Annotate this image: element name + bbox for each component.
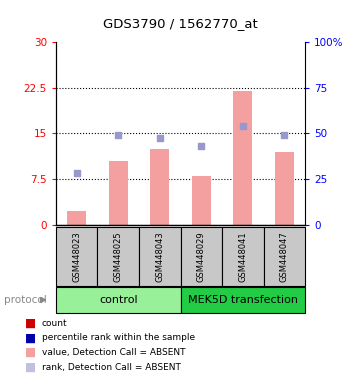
Point: [240, 122, 245, 129]
Bar: [68, 211, 86, 225]
Point: [116, 132, 121, 138]
Bar: [234, 91, 252, 225]
Point: [282, 132, 287, 138]
Bar: [151, 149, 169, 225]
Bar: [56, 227, 97, 286]
Text: ■: ■: [25, 331, 36, 344]
Bar: [56, 287, 180, 313]
Text: GDS3790 / 1562770_at: GDS3790 / 1562770_at: [103, 17, 258, 30]
Bar: [222, 227, 264, 286]
Bar: [109, 161, 127, 225]
Bar: [180, 227, 222, 286]
Bar: [275, 152, 293, 225]
Text: GSM448043: GSM448043: [155, 231, 164, 282]
Text: ■: ■: [25, 317, 36, 330]
Bar: [192, 176, 210, 225]
Text: ■: ■: [25, 346, 36, 359]
Bar: [97, 227, 139, 286]
Text: GSM448023: GSM448023: [72, 231, 81, 282]
Bar: [139, 227, 180, 286]
Text: value, Detection Call = ABSENT: value, Detection Call = ABSENT: [42, 348, 185, 357]
Point: [74, 170, 80, 176]
Point: [199, 142, 204, 149]
Text: rank, Detection Call = ABSENT: rank, Detection Call = ABSENT: [42, 362, 180, 372]
Bar: [264, 227, 305, 286]
Text: GSM448041: GSM448041: [238, 231, 247, 281]
Text: GSM448025: GSM448025: [114, 231, 123, 281]
Text: MEK5D transfection: MEK5D transfection: [188, 295, 298, 305]
Text: percentile rank within the sample: percentile rank within the sample: [42, 333, 195, 343]
Text: ■: ■: [25, 361, 36, 374]
Point: [157, 135, 162, 141]
Text: GSM448029: GSM448029: [197, 231, 206, 281]
Text: protocol: protocol: [4, 295, 46, 305]
Bar: [180, 287, 305, 313]
Text: control: control: [99, 295, 138, 305]
Text: count: count: [42, 319, 67, 328]
Text: GSM448047: GSM448047: [280, 231, 289, 282]
